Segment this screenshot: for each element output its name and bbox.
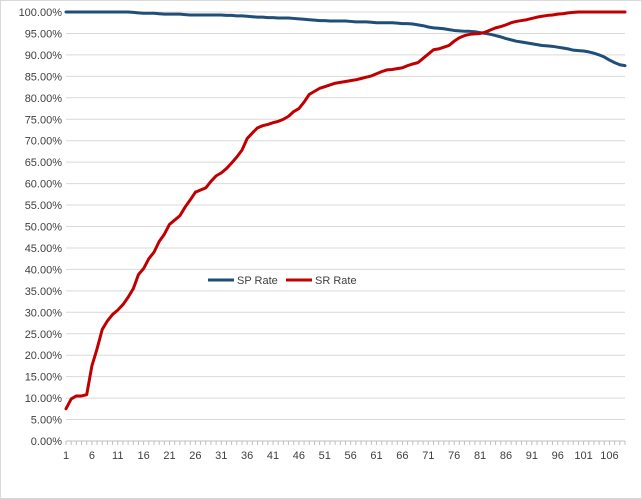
x-tick-label: 106 — [600, 450, 618, 462]
y-tick-label: 55.00% — [25, 200, 63, 212]
y-tick-label: 95.00% — [25, 28, 63, 40]
y-tick-label: 75.00% — [25, 114, 63, 126]
x-axis-tick-labels: 1 6 11 16 21 26 31 36 41 46 51 56 61 66 71 76 81 86 91 96 10… — [63, 450, 619, 462]
series-line-sr-rate — [64, 10, 627, 411]
x-tick-label: 91 — [526, 450, 538, 462]
x-tick-label: 86 — [500, 450, 512, 462]
series-lines — [64, 10, 627, 411]
y-tick-label: 0.00% — [31, 436, 62, 448]
x-tick-label: 66 — [396, 450, 408, 462]
x-tick-label: 81 — [474, 450, 486, 462]
x-tick-label: 56 — [345, 450, 357, 462]
x-tick-label: 101 — [574, 450, 592, 462]
x-tick-label: 46 — [293, 450, 305, 462]
x-tick-label: 21 — [163, 450, 175, 462]
x-tick-label: 36 — [241, 450, 253, 462]
series-line-sp-rate — [64, 10, 627, 68]
y-tick-label: 25.00% — [25, 329, 63, 341]
x-tick-label: 6 — [89, 450, 95, 462]
x-tick-label: 16 — [138, 450, 150, 462]
x-tick-label: 71 — [422, 450, 434, 462]
y-tick-label: 50.00% — [25, 222, 63, 234]
y-tick-label: 65.00% — [25, 157, 63, 169]
y-tick-label: 85.00% — [25, 71, 63, 83]
y-tick-label: 70.00% — [25, 136, 63, 148]
x-tick-label: 11 — [112, 450, 123, 462]
legend-label-sp-rate: SP Rate — [237, 275, 278, 287]
gridlines — [66, 11, 625, 421]
x-tick-label: 26 — [189, 450, 201, 462]
y-tick-label: 35.00% — [25, 286, 63, 298]
y-tick-label: 15.00% — [25, 372, 63, 384]
axes — [65, 440, 626, 445]
y-tick-label: 45.00% — [25, 243, 63, 255]
x-tick-label: 61 — [370, 450, 382, 462]
y-tick-label: 30.00% — [25, 307, 63, 319]
legend: SP Rate SR Rate — [208, 275, 357, 287]
y-tick-label: 20.00% — [25, 350, 63, 362]
x-tick-label: 1 — [63, 450, 69, 462]
x-tick-label: 51 — [319, 450, 331, 462]
x-tick-label: 31 — [215, 450, 227, 462]
y-tick-label: 10.00% — [25, 393, 63, 405]
y-tick-label: 100.00% — [19, 7, 63, 19]
y-tick-label: 5.00% — [31, 415, 62, 427]
y-tick-label: 40.00% — [25, 264, 63, 276]
y-axis-tick-labels: 0.00% 5.00% 10.00% 15.00% 20.00% 25.00% 30.00%… — [19, 7, 63, 448]
y-tick-label: 80.00% — [25, 93, 63, 105]
x-tick-label: 96 — [552, 450, 564, 462]
y-tick-label: 90.00% — [25, 50, 63, 62]
x-tick-label: 41 — [267, 450, 279, 462]
y-tick-label: 60.00% — [25, 179, 63, 191]
legend-label-sr-rate: SR Rate — [315, 275, 357, 287]
x-tick-label: 76 — [448, 450, 460, 462]
